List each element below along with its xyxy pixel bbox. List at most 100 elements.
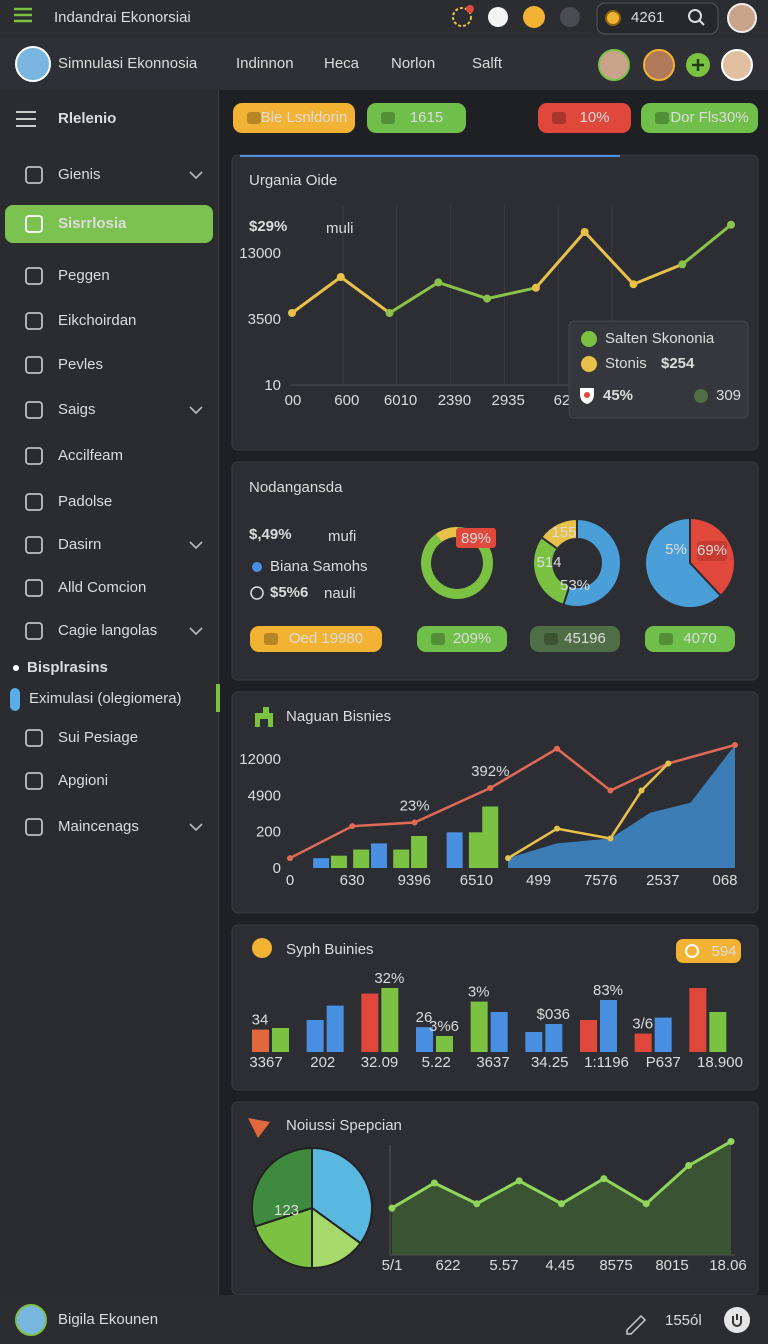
app-title: Indandrai Ekonorsiai xyxy=(54,9,191,26)
chip-icon xyxy=(544,633,558,645)
app-icon[interactable] xyxy=(488,7,508,27)
footer-count: 155ól xyxy=(665,1312,702,1329)
menu-item[interactable]: Peggen xyxy=(58,267,110,284)
x-tick-label: 630 xyxy=(340,872,365,889)
chip[interactable] xyxy=(530,626,620,652)
coin-pill[interactable] xyxy=(596,2,719,35)
line-point xyxy=(732,742,738,748)
x-tick-label: 5.22 xyxy=(422,1054,451,1071)
nav-avatar[interactable] xyxy=(643,49,675,81)
menu-item[interactable]: Gienis xyxy=(58,166,101,183)
chip[interactable] xyxy=(417,626,507,652)
chevron xyxy=(189,823,203,832)
nav-link[interactable]: Indinnon xyxy=(236,55,294,72)
line-point xyxy=(642,1200,650,1208)
annotation: 3/6 xyxy=(632,1016,653,1033)
x-tick-label: 2390 xyxy=(438,392,471,409)
bar xyxy=(470,1001,488,1052)
chip[interactable] xyxy=(233,103,355,133)
menu-item-icon xyxy=(25,772,43,790)
y-tick-label: 12000 xyxy=(239,751,281,768)
emoji-icon[interactable] xyxy=(523,6,545,28)
chip[interactable] xyxy=(645,626,735,652)
game-icon[interactable] xyxy=(560,7,580,27)
menu-item[interactable]: Dasirn xyxy=(58,536,101,553)
card xyxy=(231,461,759,681)
search-handle xyxy=(698,19,705,26)
menu-item[interactable]: Padolse xyxy=(58,493,112,510)
menu-item[interactable]: Apgioni xyxy=(58,772,108,789)
chip[interactable] xyxy=(250,626,382,652)
chip-icon xyxy=(659,633,673,645)
chevron xyxy=(189,627,203,636)
pen-icon[interactable] xyxy=(626,1314,647,1335)
menu-item[interactable]: Cagie langolas xyxy=(58,622,157,639)
menu-item[interactable]: Alld Comcion xyxy=(58,579,146,596)
y-tick-label: 10 xyxy=(264,377,281,394)
menu-item-icon xyxy=(25,622,43,640)
user-avatar[interactable] xyxy=(727,3,757,33)
menu-item[interactable]: Sui Pesiage xyxy=(58,729,138,746)
line-point xyxy=(638,787,645,794)
nav-link[interactable]: Salft xyxy=(472,55,503,72)
menu-item-icon xyxy=(25,536,43,554)
line-point xyxy=(336,273,345,281)
menu-item[interactable]: Eikchoirdan xyxy=(58,312,136,329)
legend-dot xyxy=(581,331,597,347)
status-icon[interactable] xyxy=(452,7,472,27)
bar xyxy=(381,988,399,1052)
line-point xyxy=(580,228,589,236)
line-point xyxy=(531,283,540,292)
legend-percent: 45% xyxy=(603,387,633,404)
chip-icon xyxy=(431,633,445,645)
alt-unit: nauli xyxy=(324,585,356,602)
x-tick-label: P637 xyxy=(646,1054,681,1071)
line-point xyxy=(558,1200,565,1208)
line-point xyxy=(665,760,672,767)
line-point xyxy=(473,1200,481,1208)
menu-item-icon xyxy=(25,215,43,233)
annotation: 26 xyxy=(416,1009,433,1026)
search-icon[interactable] xyxy=(688,9,702,23)
bar xyxy=(600,1000,617,1052)
footer-user: Bigila Ekounen xyxy=(58,1311,158,1328)
menu-item[interactable]: Sisrrlosia xyxy=(58,215,127,232)
menu-item[interactable]: Pevles xyxy=(58,356,103,373)
shield-dot xyxy=(584,392,590,398)
line-point xyxy=(349,823,356,830)
nav-link[interactable]: Norlon xyxy=(391,55,435,72)
line-segment xyxy=(534,230,587,290)
bar xyxy=(393,849,410,868)
nav-avatar[interactable] xyxy=(598,49,630,81)
x-tick-label: 2537 xyxy=(646,872,679,889)
nav-avatar[interactable] xyxy=(721,49,753,81)
bar xyxy=(313,858,330,868)
nav-link[interactable]: Heca xyxy=(324,55,360,72)
y-tick-label: 0 xyxy=(273,860,281,877)
donut-label: 155 xyxy=(551,524,576,541)
card-title: Naguan Bisnies xyxy=(286,708,391,725)
nav-bar xyxy=(0,38,768,90)
line-segment xyxy=(583,230,635,286)
pie-slice xyxy=(311,1206,362,1270)
line-point xyxy=(434,278,443,287)
menu-item[interactable]: Accilfeam xyxy=(58,447,123,464)
line-point xyxy=(487,785,494,792)
sidebar-title: Rlelenio xyxy=(58,110,116,127)
annotation: 23% xyxy=(400,797,430,814)
menu-item[interactable]: Maincenags xyxy=(58,818,139,835)
line-point xyxy=(505,855,512,862)
chevron xyxy=(189,406,203,415)
x-tick-label: 068 xyxy=(712,872,737,889)
sub-item[interactable]: Eximulasi (olegiomera) xyxy=(29,690,182,707)
y-tick-label: 13000 xyxy=(239,245,281,262)
chip-label: 209% xyxy=(453,630,491,647)
bar xyxy=(361,993,379,1052)
chip[interactable] xyxy=(367,103,466,133)
chip[interactable] xyxy=(538,103,631,133)
line-point xyxy=(685,1162,693,1170)
x-tick-label: 622 xyxy=(435,1257,460,1274)
line-point xyxy=(483,294,492,303)
chip[interactable] xyxy=(641,103,758,133)
menu-item[interactable]: Saigs xyxy=(58,401,96,418)
